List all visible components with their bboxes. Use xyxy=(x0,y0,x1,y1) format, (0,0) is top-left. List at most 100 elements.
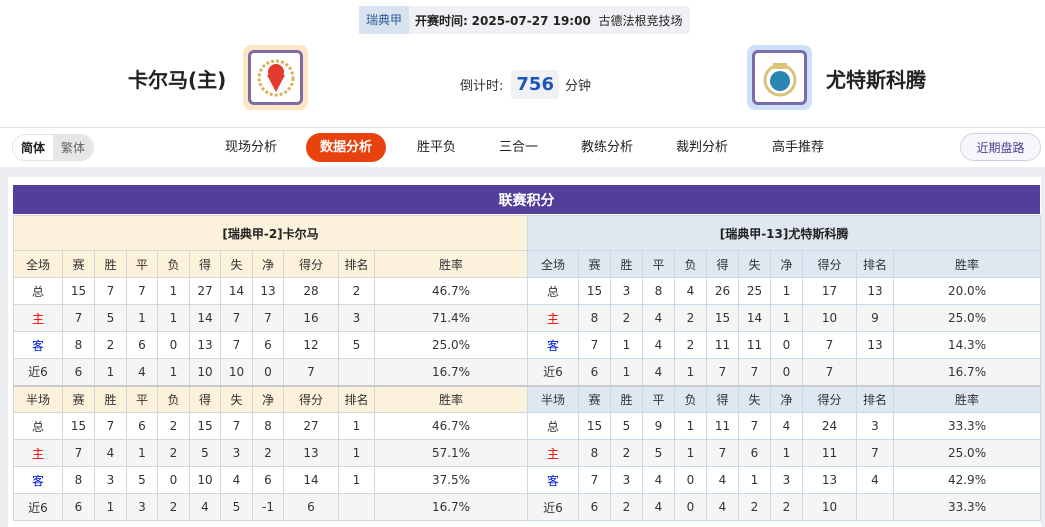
stat-cell: 1 xyxy=(610,331,643,359)
stat-cell: 7 xyxy=(94,277,127,305)
row-label: 近6 xyxy=(13,493,63,521)
stat-cell: 4 xyxy=(642,331,675,359)
tab-expert-picks[interactable]: 高手推荐 xyxy=(772,140,825,155)
stat-cell: 14 xyxy=(220,277,253,305)
table-row: 总 15 7 6 2 15 7 8 27 1 46.7% xyxy=(13,412,529,440)
stat-cell xyxy=(856,493,894,521)
column-header: 胜 xyxy=(94,250,127,278)
stat-cell: 6 xyxy=(62,358,95,386)
column-header: 得分 xyxy=(802,250,857,278)
tab-live-analysis[interactable]: 现场分析 xyxy=(225,140,278,155)
row-label: 总 xyxy=(13,412,63,440)
tab-data-analysis[interactable]: 数据分析 xyxy=(306,133,387,162)
table-row: 客 8 3 5 0 10 4 6 14 1 37.5% xyxy=(13,466,529,494)
table-row: 近6 6 2 4 0 4 2 2 10 33.3% xyxy=(527,493,1042,521)
stat-cell: 14 xyxy=(283,466,339,494)
table-row: 总 15 7 7 1 27 14 13 28 2 46.7% xyxy=(13,277,529,305)
full-header-row: 全场赛胜平负得失净得分 排名 胜率 xyxy=(13,250,529,278)
stat-cell: 15 xyxy=(62,277,95,305)
stat-cell: 11 xyxy=(738,331,771,359)
tab-three-in-one[interactable]: 三合一 xyxy=(499,140,539,155)
home-team-name[interactable]: 卡尔马(主) xyxy=(128,68,227,92)
stat-cell: 1 xyxy=(674,439,707,467)
match-info: 瑞典甲 开赛时间: 2025-07-27 19:00 古德法根竞技场 xyxy=(359,6,691,34)
stat-cell: 13 xyxy=(189,331,221,359)
tab-referee-analysis[interactable]: 裁判分析 xyxy=(676,140,729,155)
countdown: 倒计时: 756 分钟 xyxy=(460,70,591,99)
stat-cell: 6 xyxy=(738,439,771,467)
stat-cell: 7 xyxy=(706,439,739,467)
stat-cell: 1 xyxy=(770,439,803,467)
stat-cell: 14 xyxy=(738,304,771,332)
traditional-chinese-button[interactable]: 繁体 xyxy=(53,135,93,160)
tab-win-draw-loss[interactable]: 胜平负 xyxy=(417,140,457,155)
table-row: 主 8 2 5 1 7 6 1 11 7 25.0% xyxy=(527,439,1042,467)
recent-handicap-button[interactable]: 近期盘路 xyxy=(960,133,1041,161)
away-team-name[interactable]: 尤特斯科腾 xyxy=(826,68,926,92)
column-header: 排名 xyxy=(856,384,894,413)
table-row: 主 8 2 4 2 15 14 1 10 9 25.0% xyxy=(527,304,1042,332)
stat-cell: 10 xyxy=(189,466,221,494)
stat-cell: 11 xyxy=(802,439,857,467)
column-header: 全场 xyxy=(13,250,63,278)
table-row: 近6 6 1 4 1 10 10 0 7 16.7% xyxy=(13,358,529,386)
away-team-header-row: [瑞典甲-13]尤特斯科腾 xyxy=(526,215,1042,251)
stat-cell: 0 xyxy=(252,358,284,386)
table-row: 主 7 5 1 1 14 7 7 16 3 71.4% xyxy=(13,304,529,332)
stat-cell: 4 xyxy=(706,466,739,494)
league-tag[interactable]: 瑞典甲 xyxy=(359,6,410,34)
row-label: 总 xyxy=(527,412,579,440)
stat-cell: 0 xyxy=(674,493,707,521)
half-header-row: 半场赛胜平负得失净得分 排名 胜率 xyxy=(13,384,529,413)
stat-cell: 7 xyxy=(62,304,95,332)
column-header: 得 xyxy=(706,250,739,278)
stat-cell: 5 xyxy=(126,466,158,494)
stat-cell: 13 xyxy=(802,466,857,494)
column-header: 得分 xyxy=(283,250,339,278)
stat-cell: 8 xyxy=(252,412,284,440)
stat-cell: 6 xyxy=(252,466,284,494)
home-team-logo[interactable] xyxy=(243,45,308,110)
stat-cell: 13 xyxy=(856,331,894,359)
table-row: 主 7 4 1 2 5 3 2 13 1 57.1% xyxy=(13,439,529,467)
stat-cell: 2 xyxy=(770,493,803,521)
stat-cell: 7 xyxy=(802,358,857,386)
simplified-chinese-button[interactable]: 简体 xyxy=(13,135,53,160)
stat-cell: 1 xyxy=(94,493,127,521)
stat-cell: 1 xyxy=(126,439,158,467)
away-team-logo[interactable] xyxy=(747,45,812,110)
stat-cell: 12 xyxy=(283,331,339,359)
stat-cell: 25.0% xyxy=(373,331,529,359)
column-header: 赛 xyxy=(62,384,95,413)
column-header: 排名 xyxy=(338,250,375,278)
home-team-standing-title: [瑞典甲-2]卡尔马 xyxy=(12,215,529,251)
row-label: 客 xyxy=(13,331,63,359)
stat-cell: 46.7% xyxy=(373,412,529,440)
tab-coach-analysis[interactable]: 教练分析 xyxy=(581,140,634,155)
stat-cell: 2 xyxy=(157,439,190,467)
home-team-header-row: [瑞典甲-2]卡尔马 xyxy=(12,215,529,251)
column-header: 胜 xyxy=(94,384,127,413)
stat-cell: 1 xyxy=(674,358,707,386)
analysis-nav: 简体 繁体 现场分析 数据分析 胜平负 三合一 教练分析 裁判分析 高手推荐 近… xyxy=(0,127,1045,167)
column-header: 失 xyxy=(738,384,771,413)
stat-cell: 27 xyxy=(189,277,221,305)
stat-cell: 7 xyxy=(578,331,611,359)
column-header: 负 xyxy=(674,384,707,413)
stat-cell: 4 xyxy=(706,493,739,521)
stat-cell: 2 xyxy=(252,439,284,467)
stat-cell: 2 xyxy=(610,493,643,521)
row-label: 总 xyxy=(527,277,579,305)
stat-cell: 10 xyxy=(220,358,253,386)
stat-cell: 33.3% xyxy=(892,493,1042,521)
row-label: 主 xyxy=(13,304,63,332)
stat-cell: 1 xyxy=(338,439,375,467)
countdown-unit: 分钟 xyxy=(564,79,591,94)
stat-cell: 4 xyxy=(674,277,707,305)
stat-cell: 26 xyxy=(706,277,739,305)
full-header-row: 全场赛胜平负得失净得分 排名 胜率 xyxy=(527,250,1042,278)
away-team-standing-title: [瑞典甲-13]尤特斯科腾 xyxy=(526,215,1042,251)
stat-cell: 46.7% xyxy=(373,277,529,305)
stat-cell: 2 xyxy=(674,304,707,332)
table-row: 总 15 3 8 4 26 25 1 17 13 20.0% xyxy=(527,277,1042,305)
